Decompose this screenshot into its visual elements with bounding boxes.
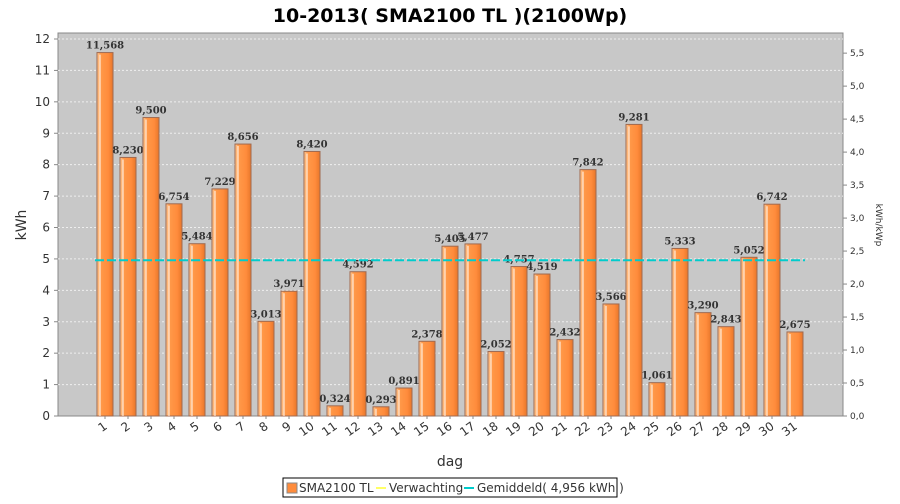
y-tick-label: 2 bbox=[42, 346, 50, 360]
data-label-day-3: 9,500 bbox=[135, 106, 166, 117]
data-label-day-1: 11,568 bbox=[86, 41, 124, 52]
data-label-day-28: 2,843 bbox=[710, 315, 741, 326]
x-tick-label: 9 bbox=[279, 419, 293, 435]
data-label-day-31: 2,675 bbox=[779, 320, 810, 331]
x-tick-label: 21 bbox=[549, 419, 570, 439]
data-label-day-7: 8,656 bbox=[227, 132, 258, 143]
x-tick-label: 20 bbox=[526, 419, 547, 439]
y-right-tick-label: 4,5 bbox=[850, 115, 864, 125]
data-label-day-24: 9,281 bbox=[618, 112, 649, 123]
y-right-tick-label: 0,0 bbox=[850, 412, 865, 422]
x-tick-label: 24 bbox=[618, 419, 639, 439]
x-tick-label: 19 bbox=[503, 419, 524, 439]
y-right-tick-label: 4,0 bbox=[850, 148, 865, 158]
y-right-tick-label: 1,5 bbox=[850, 313, 864, 323]
legend-verwachting: Verwachting bbox=[389, 481, 463, 495]
data-label-day-16: 5,405 bbox=[434, 234, 465, 245]
x-tick-label: 27 bbox=[687, 419, 708, 439]
x-tick-label: 30 bbox=[756, 419, 777, 439]
x-tick-label: 1 bbox=[95, 419, 109, 435]
x-tick-label: 13 bbox=[365, 419, 386, 439]
x-tick-label: 16 bbox=[434, 419, 455, 439]
y-right-tick-label: 5,0 bbox=[850, 82, 865, 92]
x-tick-label: 14 bbox=[388, 419, 409, 439]
data-label-day-13: 0,293 bbox=[365, 395, 396, 406]
x-tick-label: 18 bbox=[480, 419, 501, 439]
y-tick-label: 4 bbox=[42, 283, 50, 297]
y-right-tick-label: 1,0 bbox=[850, 346, 865, 356]
y-tick-label: 3 bbox=[42, 315, 50, 329]
x-tick-label: 8 bbox=[256, 419, 270, 435]
y-axis-right-label: kWh/kWp bbox=[873, 204, 883, 247]
data-label-day-23: 3,566 bbox=[595, 292, 626, 303]
legend-sma2100: SMA2100 TL bbox=[299, 481, 374, 495]
x-tick-label: 22 bbox=[572, 419, 593, 439]
data-label-day-12: 4,592 bbox=[342, 260, 373, 271]
data-label-day-21: 2,432 bbox=[549, 328, 580, 339]
legend-swatch-sma2100 bbox=[286, 482, 298, 494]
data-label-day-20: 4,519 bbox=[526, 262, 557, 273]
legend: SMA2100 TL Verwachting Gemiddeld( 4,956 … bbox=[282, 477, 624, 498]
x-tick-label: 7 bbox=[233, 419, 247, 435]
legend-gemiddeld: Gemiddeld( 4,956 kWh ) bbox=[477, 481, 624, 495]
data-label-day-27: 3,290 bbox=[687, 301, 718, 312]
x-tick-label: 3 bbox=[141, 419, 155, 435]
y-right-tick-label: 3,0 bbox=[850, 214, 865, 224]
x-tick-label: 6 bbox=[210, 419, 224, 435]
chart-title: 10-2013( SMA2100 TL )(2100Wp) bbox=[273, 5, 627, 27]
y-tick-label: 1 bbox=[42, 378, 50, 392]
data-label-day-11: 0,324 bbox=[319, 394, 350, 405]
data-label-day-5: 5,484 bbox=[181, 232, 212, 243]
data-label-day-17: 5,477 bbox=[457, 232, 488, 243]
data-label-day-9: 3,971 bbox=[273, 279, 304, 290]
data-label-day-22: 7,842 bbox=[572, 158, 603, 169]
y-tick-label: 6 bbox=[42, 221, 50, 235]
x-tick-label: 28 bbox=[710, 419, 731, 439]
x-tick-label: 11 bbox=[319, 419, 340, 439]
x-tick-label: 10 bbox=[296, 419, 317, 439]
y-tick-label: 11 bbox=[35, 63, 50, 77]
data-label-day-10: 8,420 bbox=[296, 139, 327, 150]
x-tick-label: 4 bbox=[164, 419, 178, 435]
data-label-day-18: 2,052 bbox=[480, 340, 511, 351]
data-label-day-8: 3,013 bbox=[250, 309, 281, 320]
x-tick-label: 31 bbox=[779, 419, 800, 439]
y-tick-label: 7 bbox=[42, 189, 50, 203]
data-label-day-15: 2,378 bbox=[411, 329, 442, 340]
y-right-tick-label: 0,5 bbox=[850, 379, 864, 389]
data-label-day-29: 5,052 bbox=[733, 245, 764, 256]
x-axis-label: dag bbox=[437, 454, 463, 470]
x-tick-label: 25 bbox=[641, 419, 662, 439]
x-tick-label: 29 bbox=[733, 419, 754, 439]
y-tick-label: 9 bbox=[42, 126, 50, 140]
data-label-day-6: 7,229 bbox=[204, 177, 235, 188]
data-label-day-25: 1,061 bbox=[641, 371, 672, 382]
x-tick-label: 23 bbox=[595, 419, 616, 439]
data-label-day-14: 0,891 bbox=[388, 376, 419, 387]
x-tick-label: 17 bbox=[457, 419, 478, 439]
data-label-day-4: 6,754 bbox=[158, 192, 189, 203]
x-tick-label: 15 bbox=[411, 419, 432, 439]
x-tick-label: 12 bbox=[342, 419, 363, 439]
data-label-day-30: 6,742 bbox=[756, 192, 787, 203]
data-label-day-26: 5,333 bbox=[664, 236, 695, 247]
y-tick-label: 5 bbox=[42, 252, 50, 266]
x-tick-label: 2 bbox=[118, 419, 132, 435]
y-right-tick-label: 2,5 bbox=[850, 247, 864, 257]
x-tick-label: 26 bbox=[664, 419, 685, 439]
y-tick-label: 12 bbox=[35, 32, 50, 46]
data-label-day-2: 8,230 bbox=[112, 145, 143, 156]
y-tick-label: 8 bbox=[42, 158, 50, 172]
y-right-tick-label: 5,5 bbox=[850, 49, 864, 59]
y-right-tick-label: 3,5 bbox=[850, 181, 864, 191]
x-tick-label: 5 bbox=[187, 419, 201, 435]
y-axis-label: kWh bbox=[14, 210, 30, 241]
y-right-tick-label: 2,0 bbox=[850, 280, 865, 290]
y-tick-label: 0 bbox=[42, 409, 50, 423]
y-tick-label: 10 bbox=[35, 95, 50, 109]
